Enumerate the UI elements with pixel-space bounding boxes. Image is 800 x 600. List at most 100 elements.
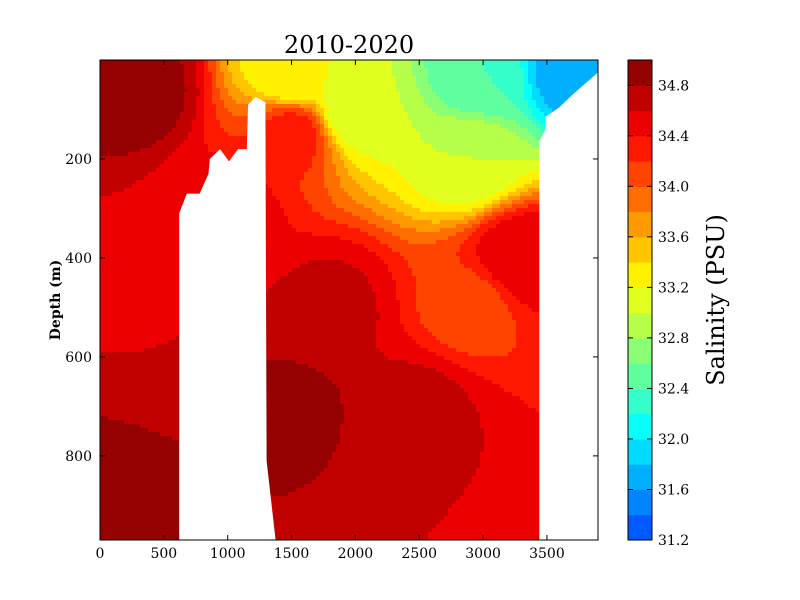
- contour-cell: [392, 116, 397, 121]
- contour-cell: [188, 124, 193, 129]
- contour-cell: [396, 172, 401, 177]
- contour-cell: [384, 168, 389, 173]
- contour-cell: [344, 172, 349, 177]
- contour-cell: [472, 152, 477, 157]
- contour-cell: [488, 216, 493, 221]
- contour-cell: [492, 84, 497, 89]
- contour-cell: [332, 160, 337, 165]
- contour-cell: [452, 92, 457, 97]
- contour-cell: [508, 192, 513, 197]
- contour-cell: [276, 112, 281, 117]
- contour-cell: [380, 136, 385, 141]
- contour-cell: [276, 192, 281, 197]
- contour-cell: [372, 188, 377, 193]
- contour-cell: [108, 180, 113, 185]
- contour-cell: [300, 200, 305, 205]
- contour-cell: [268, 164, 273, 169]
- contour-cell: [124, 192, 129, 197]
- contour-cell: [148, 152, 153, 157]
- contour-cell: [496, 144, 501, 149]
- contour-cell: [532, 64, 537, 69]
- contour-cell: [548, 100, 553, 105]
- contour-cell: [488, 140, 493, 145]
- contour-cell: [168, 64, 173, 69]
- contour-cell: [520, 64, 525, 69]
- contour-cell: [332, 140, 337, 145]
- contour-cell: [112, 112, 117, 117]
- contour-cell: [132, 64, 137, 69]
- contour-cell: [388, 176, 393, 181]
- contour-cell: [432, 148, 437, 153]
- contour-cell: [368, 216, 373, 221]
- contour-cell: [320, 196, 325, 201]
- contour-cell: [308, 192, 313, 197]
- contour-cell: [328, 80, 333, 85]
- contour-cell: [232, 76, 237, 81]
- contour-cell: [196, 84, 201, 89]
- contour-cell: [512, 84, 517, 89]
- contour-cell: [272, 128, 277, 133]
- contour-cell: [192, 92, 197, 97]
- contour-cell: [496, 204, 501, 209]
- contour-cell: [348, 200, 353, 205]
- contour-cell: [356, 136, 361, 141]
- contour-cell: [528, 80, 533, 85]
- contour-cell: [528, 188, 533, 193]
- contour-cell: [324, 164, 329, 169]
- contour-cell: [484, 72, 489, 77]
- contour-cell: [444, 72, 449, 77]
- contour-cell: [324, 108, 329, 113]
- contour-cell: [308, 128, 313, 133]
- contour-cell: [516, 144, 521, 149]
- contour-cell: [360, 108, 365, 113]
- contour-cell: [124, 156, 129, 161]
- contour-cell: [224, 132, 229, 137]
- contour-cell: [220, 88, 225, 93]
- contour-cell: [492, 116, 497, 121]
- contour-cell: [364, 180, 369, 185]
- contour-cell: [404, 208, 409, 213]
- contour-cell: [516, 148, 521, 153]
- contour-cell: [280, 176, 285, 181]
- contour-cell: [516, 136, 521, 141]
- contour-cell: [376, 124, 381, 129]
- contour-cell: [144, 120, 149, 125]
- contour-cell: [352, 100, 357, 105]
- contour-cell: [528, 84, 533, 89]
- contour-cell: [264, 200, 269, 205]
- contour-cell: [304, 208, 309, 213]
- contour-cell: [336, 60, 341, 65]
- contour-cell: [208, 72, 213, 77]
- contour-cell: [500, 88, 505, 93]
- contour-cell: [144, 92, 149, 97]
- contour-cell: [416, 68, 421, 73]
- contour-cell: [308, 212, 313, 217]
- contour-cell: [112, 156, 117, 161]
- contour-cell: [508, 208, 513, 213]
- contour-cell: [560, 72, 565, 77]
- contour-cell: [108, 120, 113, 125]
- contour-cell: [124, 120, 129, 125]
- contour-cell: [116, 156, 121, 161]
- contour-cell: [376, 96, 381, 101]
- contour-cell: [172, 96, 177, 101]
- contour-cell: [436, 128, 441, 133]
- contour-cell: [344, 60, 349, 65]
- contour-cell: [280, 124, 285, 129]
- contour-cell: [152, 96, 157, 101]
- contour-cell: [424, 172, 429, 177]
- contour-cell: [388, 204, 393, 209]
- contour-cell: [116, 112, 121, 117]
- contour-cell: [120, 208, 125, 213]
- contour-cell: [188, 140, 193, 145]
- contour-cell: [180, 160, 185, 165]
- contour-cell: [368, 88, 373, 93]
- contour-cell: [368, 96, 373, 101]
- contour-cell: [272, 212, 277, 217]
- contour-cell: [192, 136, 197, 141]
- contour-cell: [468, 144, 473, 149]
- contour-cell: [384, 216, 389, 221]
- contour-cell: [416, 76, 421, 81]
- contour-cell: [152, 216, 157, 221]
- contour-cell: [432, 212, 437, 217]
